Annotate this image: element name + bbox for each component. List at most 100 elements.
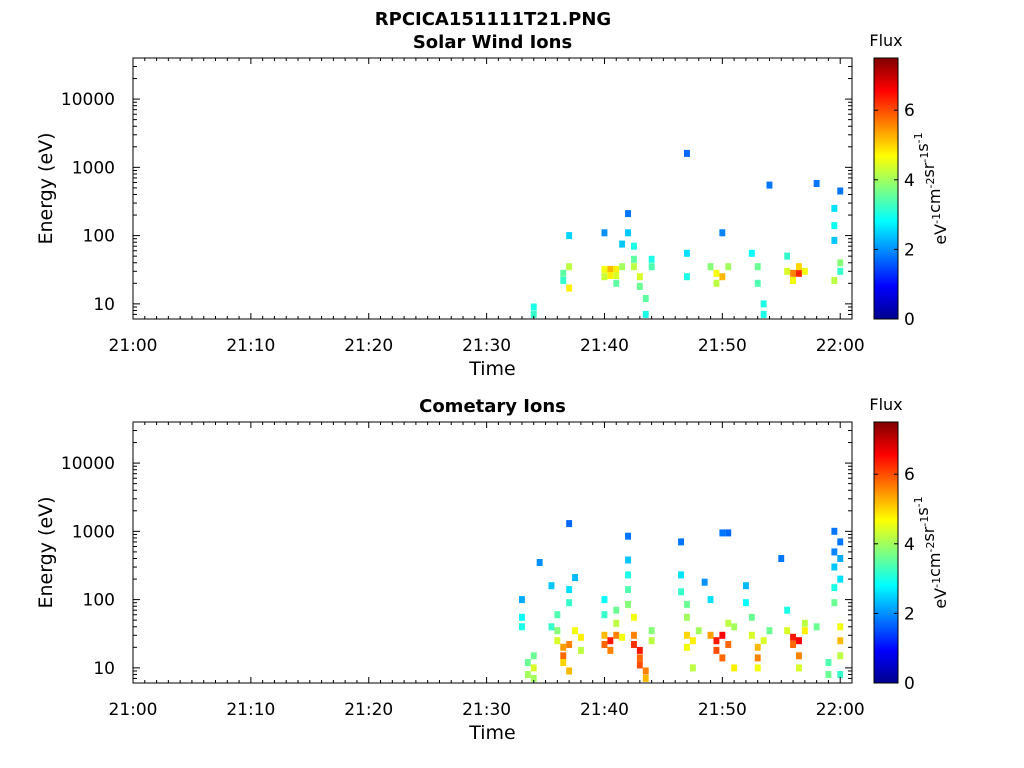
flux-cell xyxy=(566,667,573,675)
x-tick-label: 21:40 xyxy=(580,700,629,720)
flux-cell xyxy=(760,310,767,318)
flux-cell xyxy=(601,596,608,604)
flux-cell xyxy=(625,229,631,237)
colorbar-tick-label: 6 xyxy=(904,101,915,121)
flux-cell xyxy=(831,222,838,230)
flux-cell xyxy=(566,586,573,594)
flux-cell xyxy=(524,671,531,678)
x-tick-label: 21:50 xyxy=(698,336,747,356)
y-tick-label: 100 xyxy=(83,591,115,611)
flux-cell xyxy=(831,527,838,535)
flux-cell xyxy=(719,229,726,237)
flux-cell xyxy=(625,556,631,564)
flux-cell xyxy=(578,646,584,654)
x-tick-label: 21:00 xyxy=(109,700,158,720)
flux-cell xyxy=(754,279,761,287)
flux-cell xyxy=(530,310,537,318)
figure-title: RPCICA151111T21.PNG xyxy=(375,9,611,30)
panel-title: Cometary Ions xyxy=(419,396,566,417)
x-tick-label: 21:20 xyxy=(344,700,393,720)
flux-cell xyxy=(784,606,791,614)
flux-cell xyxy=(713,269,720,277)
colorbar-tick-label: 4 xyxy=(904,535,915,555)
x-tick-label: 21:50 xyxy=(698,700,747,720)
flux-cell xyxy=(648,255,655,263)
flux-cell xyxy=(566,599,573,607)
flux-cell xyxy=(837,267,844,275)
y-tick-label: 10000 xyxy=(61,90,115,110)
flux-cell xyxy=(837,538,844,546)
flux-cell xyxy=(519,596,525,604)
flux-cell xyxy=(631,263,637,271)
flux-cell xyxy=(636,661,643,669)
flux-cell xyxy=(713,637,720,645)
flux-cell xyxy=(831,599,838,607)
flux-cell xyxy=(678,588,684,596)
flux-cell xyxy=(560,643,567,651)
x-tick-label: 21:40 xyxy=(580,336,629,356)
flux-cell xyxy=(837,637,844,645)
flux-cell xyxy=(530,652,537,660)
flux-cell xyxy=(707,596,714,604)
flux-cell xyxy=(790,633,796,641)
flux-cell xyxy=(837,259,844,267)
flux-cell xyxy=(754,664,761,672)
plot-frame xyxy=(132,57,853,320)
flux-cell xyxy=(619,263,626,271)
flux-cell xyxy=(530,674,537,682)
flux-cell xyxy=(613,265,620,273)
x-axis-label: Time xyxy=(468,722,516,744)
flux-cell xyxy=(566,641,573,648)
flux-cell xyxy=(784,252,791,260)
flux-cell xyxy=(684,643,690,651)
colorbar xyxy=(873,421,899,684)
flux-cell xyxy=(631,631,637,639)
colorbar-tick-label: 4 xyxy=(904,171,915,191)
colorbar-tick-label: 6 xyxy=(904,465,915,485)
flux-cell xyxy=(796,263,802,271)
flux-cell xyxy=(625,571,631,579)
flux-cell xyxy=(743,582,749,590)
colorbar xyxy=(873,57,899,320)
flux-cell xyxy=(607,646,614,654)
flux-cell xyxy=(648,637,655,645)
flux-cell xyxy=(613,631,620,639)
flux-cell xyxy=(601,273,608,281)
flux-cell xyxy=(625,532,631,540)
flux-cell xyxy=(572,574,578,582)
flux-cell xyxy=(548,582,555,590)
flux-cell xyxy=(631,613,637,621)
flux-cell xyxy=(642,295,649,302)
flux-cell xyxy=(601,641,608,648)
y-tick-label: 10 xyxy=(93,659,115,679)
flux-cell xyxy=(684,149,690,157)
flux-cell xyxy=(831,277,838,284)
panel-title: Solar Wind Ions xyxy=(413,32,572,53)
colorbar-tick-label: 2 xyxy=(904,240,915,260)
flux-cell xyxy=(554,637,561,645)
flux-cell xyxy=(796,652,802,660)
flux-cell xyxy=(784,627,791,635)
flux-cells xyxy=(519,520,844,682)
flux-cell xyxy=(766,627,773,635)
flux-cell xyxy=(636,282,643,290)
flux-cell xyxy=(719,654,726,662)
flux-cell xyxy=(619,633,626,641)
flux-cell xyxy=(524,659,531,666)
flux-cell xyxy=(719,273,726,281)
x-tick-label: 22:00 xyxy=(816,700,865,720)
flux-cell xyxy=(554,627,561,635)
flux-cell xyxy=(601,229,608,237)
flux-cell xyxy=(572,627,578,635)
flux-cell xyxy=(784,267,791,275)
flux-cell xyxy=(636,646,643,654)
x-axis-label: Time xyxy=(468,358,516,380)
flux-cell xyxy=(831,204,838,212)
flux-cell xyxy=(601,611,608,619)
colorbar-tick-label: 2 xyxy=(904,604,915,624)
flux-cell xyxy=(713,279,720,287)
flux-cell xyxy=(560,277,567,284)
flux-cell xyxy=(790,277,796,284)
